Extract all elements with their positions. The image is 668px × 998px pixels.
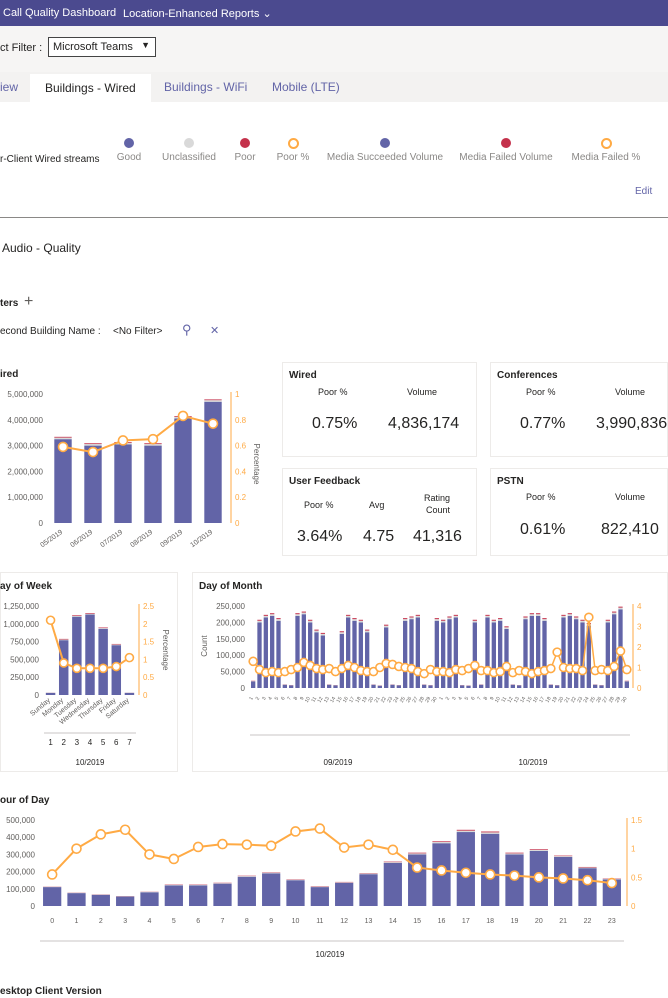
legend-label-4[interactable]: Media Succeeded Volume bbox=[326, 152, 444, 163]
card-wired-volume-value: 4,836,174 bbox=[388, 415, 460, 432]
legend-label-1[interactable]: Unclassified bbox=[162, 152, 216, 163]
building-filter-label: econd Building Name : bbox=[0, 326, 101, 337]
legend-label-3[interactable]: Poor % bbox=[276, 152, 310, 163]
legend-marker-2 bbox=[240, 138, 250, 148]
building-filter-value[interactable]: <No Filter> bbox=[113, 326, 163, 337]
card-wired: Wired Poor % Volume 0.75% 4,836,174 bbox=[282, 362, 477, 457]
streams-title: r-Client Wired streams bbox=[0, 154, 100, 165]
card-feedback-avg-header: Avg bbox=[369, 500, 385, 510]
nav-location-reports-label: Location-Enhanced Reports bbox=[123, 8, 260, 20]
tab-mobile-lte[interactable]: Mobile (LTE) bbox=[272, 80, 340, 94]
card-conferences-title: Conferences bbox=[497, 370, 558, 381]
card-pstn-poor-value: 0.61% bbox=[520, 521, 566, 538]
filters-title: ters bbox=[0, 298, 19, 309]
card-pstn-volume-value: 822,410 bbox=[601, 521, 659, 538]
card-feedback-rating-header: Rating bbox=[424, 493, 451, 503]
tab-overview[interactable]: iew bbox=[0, 80, 19, 94]
product-filter-select[interactable]: Microsoft Teams ▼ bbox=[48, 37, 156, 57]
legend-label-2[interactable]: Poor bbox=[234, 152, 256, 163]
hour-of-day-panel bbox=[0, 784, 668, 974]
day-of-month-panel bbox=[192, 572, 668, 772]
wired-chart-panel bbox=[0, 362, 270, 558]
hour-of-day-title: our of Day bbox=[0, 795, 50, 806]
legend-marker-5 bbox=[501, 138, 511, 148]
desktop-client-title: esktop Client Version bbox=[0, 986, 102, 997]
card-pstn-poor-header: Poor % bbox=[526, 492, 556, 502]
card-wired-poor-header: Poor % bbox=[318, 387, 348, 397]
clear-filter-icon[interactable]: ✕ bbox=[210, 325, 220, 337]
card-conferences-volume-value: 3,990,836 bbox=[596, 415, 668, 432]
day-of-week-panel bbox=[0, 572, 178, 772]
card-feedback-poor-value: 3.64% bbox=[297, 528, 343, 545]
card-conferences-poor-header: Poor % bbox=[526, 387, 556, 397]
nav-location-reports[interactable]: Location-Enhanced Reports ⌄ bbox=[123, 7, 272, 20]
card-pstn-volume-header: Volume bbox=[615, 492, 646, 502]
card-conferences-volume-header: Volume bbox=[615, 387, 646, 397]
card-pstn: PSTN Poor % Volume 0.61% 822,410 bbox=[490, 468, 668, 556]
legend-marker-3 bbox=[288, 138, 299, 149]
chevron-down-icon: ⌄ bbox=[262, 8, 272, 20]
tab-buildings-wired[interactable]: Buildings - Wired bbox=[30, 74, 151, 102]
card-feedback-count-value: 41,316 bbox=[413, 528, 462, 545]
search-icon[interactable]: ⚲ bbox=[182, 322, 192, 337]
legend-marker-0 bbox=[124, 138, 134, 148]
card-feedback-poor-header: Poor % bbox=[304, 500, 334, 510]
card-wired-volume-header: Volume bbox=[407, 387, 438, 397]
dropdown-arrow-icon: ▼ bbox=[141, 40, 150, 50]
legend-marker-4 bbox=[380, 138, 390, 148]
card-feedback-title: User Feedback bbox=[289, 476, 361, 487]
edit-link[interactable]: Edit bbox=[635, 186, 653, 197]
product-filter-value: Microsoft Teams bbox=[53, 41, 133, 53]
day-of-month-title: Day of Month bbox=[199, 581, 263, 592]
legend-marker-1 bbox=[184, 138, 194, 148]
card-feedback-avg-value: 4.75 bbox=[363, 528, 395, 545]
section-title: Audio - Quality bbox=[2, 241, 81, 255]
section-divider bbox=[0, 217, 668, 218]
tab-buildings-wifi[interactable]: Buildings - WiFi bbox=[164, 80, 248, 94]
legend-label-6[interactable]: Media Failed % bbox=[571, 152, 641, 163]
card-wired-title: Wired bbox=[289, 370, 317, 381]
wired-chart-title: ired bbox=[0, 369, 19, 380]
card-conferences: Conferences Poor % Volume 0.77% 3,990,83… bbox=[490, 362, 668, 457]
top-bar: Call Quality Dashboard Location-Enhanced… bbox=[0, 0, 668, 26]
legend-label-0[interactable]: Good bbox=[116, 152, 142, 163]
card-wired-poor-value: 0.75% bbox=[312, 415, 358, 432]
card-feedback-count-header: Count bbox=[426, 505, 451, 515]
day-of-week-title: ay of Week bbox=[0, 581, 53, 592]
card-user-feedback: User Feedback Poor % Avg Rating Count 3.… bbox=[282, 468, 477, 556]
card-conferences-poor-value: 0.77% bbox=[520, 415, 566, 432]
legend-label-5[interactable]: Media Failed Volume bbox=[459, 152, 553, 163]
app-title[interactable]: Call Quality Dashboard bbox=[3, 7, 117, 19]
product-filter-label: ct Filter : bbox=[0, 42, 43, 54]
legend-marker-6 bbox=[601, 138, 612, 149]
add-filter-icon[interactable]: + bbox=[24, 293, 34, 310]
streams-legend-panel bbox=[0, 102, 668, 217]
card-pstn-title: PSTN bbox=[497, 476, 524, 487]
